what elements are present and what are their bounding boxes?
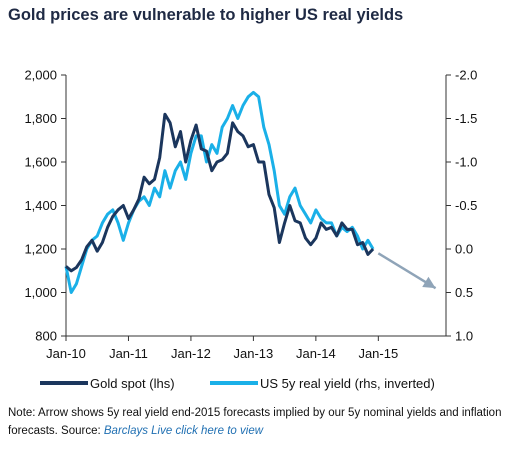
legend-label-yield: US 5y real yield (rhs, inverted) (260, 376, 435, 391)
chart-legend: Gold spot (lhs) US 5y real yield (rhs, i… (40, 376, 435, 391)
right-tick-label: 1.0 (455, 329, 473, 344)
x-tick-label: Jan-10 (46, 346, 86, 361)
x-tick-label: Jan-12 (171, 346, 211, 361)
left-tick-label: 1,200 (24, 242, 57, 257)
right-tick-label: 0.5 (455, 285, 473, 300)
source-link[interactable]: Barclays Live click here to view (103, 425, 264, 437)
x-tick-label: Jan-15 (358, 346, 398, 361)
gold-spot-line (65, 112, 375, 273)
forecast-arrow-head (422, 276, 436, 289)
chart-title: Gold prices are vulnerable to higher US … (8, 6, 404, 24)
right-tick-label: -1.0 (455, 155, 477, 170)
legend-label-gold: Gold spot (lhs) (90, 376, 175, 391)
right-tick-label: -0.5 (455, 198, 477, 213)
note-text: Note: Arrow shows 5y real yield end-2015… (8, 407, 502, 437)
x-tick-label: Jan-13 (234, 346, 274, 361)
left-tick-label: 2,000 (24, 68, 57, 83)
left-tick-label: 800 (35, 329, 57, 344)
left-tick-label: 1,000 (24, 285, 57, 300)
x-tick-label: Jan-11 (109, 346, 148, 361)
right-tick-label: -1.5 (455, 111, 477, 126)
real-yield-line (64, 90, 375, 294)
left-tick-label: 1,400 (24, 198, 57, 213)
left-tick-label: 1,800 (24, 111, 57, 126)
chart-ticks: 800 1,000 1,200 1,400 1,600 1,800 2,000 -2.0 -1.… (24, 68, 477, 362)
right-tick-label: -2.0 (455, 68, 477, 83)
right-tick-label: 0.0 (455, 242, 473, 257)
chart-note: Note: Arrow shows 5y real yield end-2015… (8, 404, 504, 440)
chart-series (64, 90, 437, 294)
left-tick-label: 1,600 (24, 155, 57, 170)
x-tick-label: Jan-14 (296, 346, 336, 361)
